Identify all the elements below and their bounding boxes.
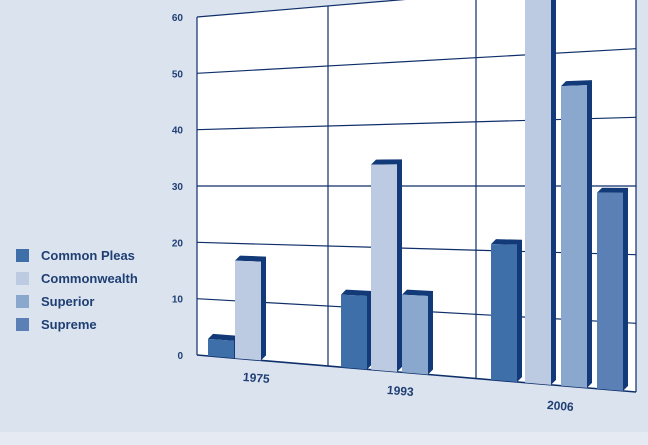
bar-shadow [551,0,556,385]
legend-swatch [16,318,29,331]
legend: Common Pleas Commonwealth Superior Supre… [16,244,138,336]
y-tick-label: 20 [172,238,184,249]
y-tick-label: 50 [172,69,184,80]
y-tick-label: 40 [172,126,184,137]
legend-swatch [16,249,29,262]
legend-swatch [16,295,29,308]
bars [208,0,628,391]
gridline-h [196,0,406,18]
legend-swatch [16,272,29,285]
bar [235,260,261,361]
legend-label: Supreme [41,317,97,332]
bar [561,85,587,388]
bar-shadow [341,289,372,370]
bar [208,338,234,359]
bar-shadow [208,333,239,359]
x-tick-label: 2006 [546,398,574,414]
y-tick-label: 30 [172,182,184,193]
bar [402,294,428,375]
legend-item: Common Pleas [16,244,138,267]
bar [597,192,623,391]
bar-shadow [491,239,522,382]
gridline-h [196,354,637,393]
y-tick-labels: 0 10 20 30 40 50 60 [172,13,184,362]
y-tick-label: 60 [172,13,184,24]
bar-shadow [402,289,433,375]
legend-label: Superior [41,294,95,309]
bottom-band [0,432,648,445]
bar [341,294,367,370]
bar-shadow [597,187,628,391]
bar [491,244,517,382]
y-tick-label: 0 [177,351,183,362]
legend-label: Common Pleas [41,248,135,263]
y-tick-label: 10 [172,295,184,306]
legend-label: Commonwealth [41,271,138,286]
bar-shadow [235,255,266,361]
bar [525,0,551,385]
legend-item: Supreme [16,313,138,336]
legend-item: Commonwealth [16,267,138,290]
x-tick-labels: 1975 1993 2006 [242,370,574,414]
bar [371,164,397,372]
x-tick-label: 1975 [242,370,270,386]
x-tick-label: 1993 [386,383,414,399]
legend-item: Superior [16,290,138,313]
gridline-h [196,48,637,74]
bar-shadow [371,159,402,372]
bar-shadow [561,80,592,388]
